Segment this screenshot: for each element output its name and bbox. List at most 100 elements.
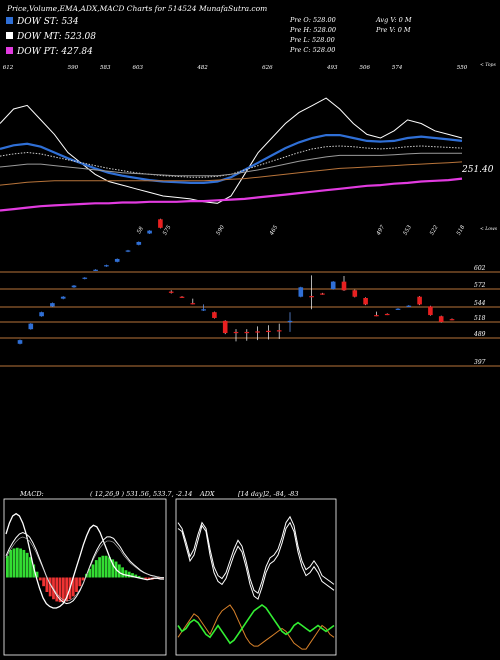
macd-histogram-bar [12,548,16,578]
macd-histogram-bar [98,557,101,578]
bottom-tick-label: 590 [216,224,227,237]
candle-body [395,308,401,310]
macd-histogram-bar [131,573,134,578]
candle-body [147,230,152,234]
adx-label: ADX [199,490,215,498]
macd-histogram-bar [157,577,161,579]
candle-body [255,331,260,333]
macd-signal-shadow [5,536,164,602]
info-high: Pre H: 528.00 [289,26,336,34]
candle-body [406,305,412,307]
candle-body [298,287,304,297]
adx-line [177,515,335,595]
legend-pt: DOW PT: 427.84 [16,47,93,57]
candle-body [320,293,325,295]
candle-body [17,340,23,344]
top-tick-label: 550 [457,65,468,71]
macd-histogram-bar [25,552,29,578]
candle-body [222,320,228,334]
candle-body [212,312,217,318]
price-panel: 602 572 544 518 489 397 [0,218,500,367]
candle-body [125,250,131,252]
candle-body [417,296,422,305]
info-low: Pre L: 528.00 [289,36,335,44]
info-prev-volume: Pre V: 0 M [375,26,411,34]
adx-line-2 [177,521,335,600]
candle-body [179,296,185,298]
candle-body [50,303,55,307]
top-tick-label: 583 [100,65,111,71]
macd-histogram-bar [9,549,13,578]
macd-histogram-bar [29,557,32,578]
candle-body [244,331,250,334]
minus-di-line [177,604,335,650]
macd-histogram-bar [42,577,46,587]
macd-histogram-bar [121,567,125,578]
candle-body [114,258,120,262]
candle-body [384,313,390,316]
candle-body [374,315,379,317]
bottom-tick-label: 497 [375,224,386,237]
macd-histogram-bar [137,576,141,578]
legend-swatch-mt [6,32,13,39]
macd-histogram-bar [88,568,92,578]
macd-histogram-bar [78,577,82,587]
bottom-tick-label: 465 [268,224,279,237]
info-open: Pre O: 528.00 [289,16,336,24]
macd-histogram-bar [124,570,128,578]
top-tick-label: 603 [132,65,143,71]
candle-body [82,277,88,279]
candle-body [158,219,163,228]
macd-histogram-bar [38,577,42,581]
candle-body [136,241,142,245]
candle-body [71,285,77,288]
macd-histogram-bar [22,549,26,578]
macd-histogram-bar [140,577,144,579]
ema-line-4 [0,161,463,186]
ema-line-2 [0,145,463,178]
price-info: Pre O: 528.00 Pre H: 528.00 Pre L: 528.0… [289,16,412,54]
legend-swatch-st [6,17,13,24]
top-tick-label: 612 [3,65,14,71]
macd-plot [5,512,164,609]
macd-histogram-bar [48,577,52,597]
candle-body [93,269,98,271]
macd-histogram-bar [71,577,75,597]
candle-body [341,281,347,291]
legend: DOW ST: 534 DOW MT: 523.08 DOW PT: 427.8… [6,17,96,57]
macd-histogram-bar [134,574,138,578]
bottom-tick-label: 522 [429,224,440,237]
candle-body [428,306,433,316]
macd-histogram-bar [58,577,62,603]
macd-label: MACD: [19,490,44,498]
legend-st: DOW ST: 534 [16,17,79,27]
last-value-label: 251.40 [461,165,494,175]
candle-body [330,281,336,289]
macd-histogram-bar [19,548,22,578]
candle-body [233,331,239,334]
level-label: 544 [474,300,486,307]
candle-body [39,312,44,317]
candle-body [276,330,282,332]
macd-histogram-bar [101,555,105,578]
candle-body [28,323,34,330]
macd-params: ( 12,26,9 ) 531.56, 533.7, -2.14 [90,490,192,498]
candle-body [104,265,109,267]
macd-histogram-bar [65,577,69,602]
bottom-tick-label: 553 [402,224,413,237]
top-tick-label: 482 [196,65,208,71]
candle-body [438,316,444,322]
macd-histogram-bar [15,547,19,578]
macd-histogram-bar [61,577,65,603]
candle-body [363,298,368,305]
candle-body [352,290,358,297]
macd-histogram-bar [127,571,131,578]
macd-histogram-bar [75,577,78,592]
adx-plot [177,515,335,650]
macd-histogram-bar [55,577,59,602]
tops-label: < Tops [480,62,496,68]
bottom-tick-label: 575 [162,224,173,237]
top-tick-label: 626 [262,65,273,71]
top-tick-label: 574 [392,65,403,71]
